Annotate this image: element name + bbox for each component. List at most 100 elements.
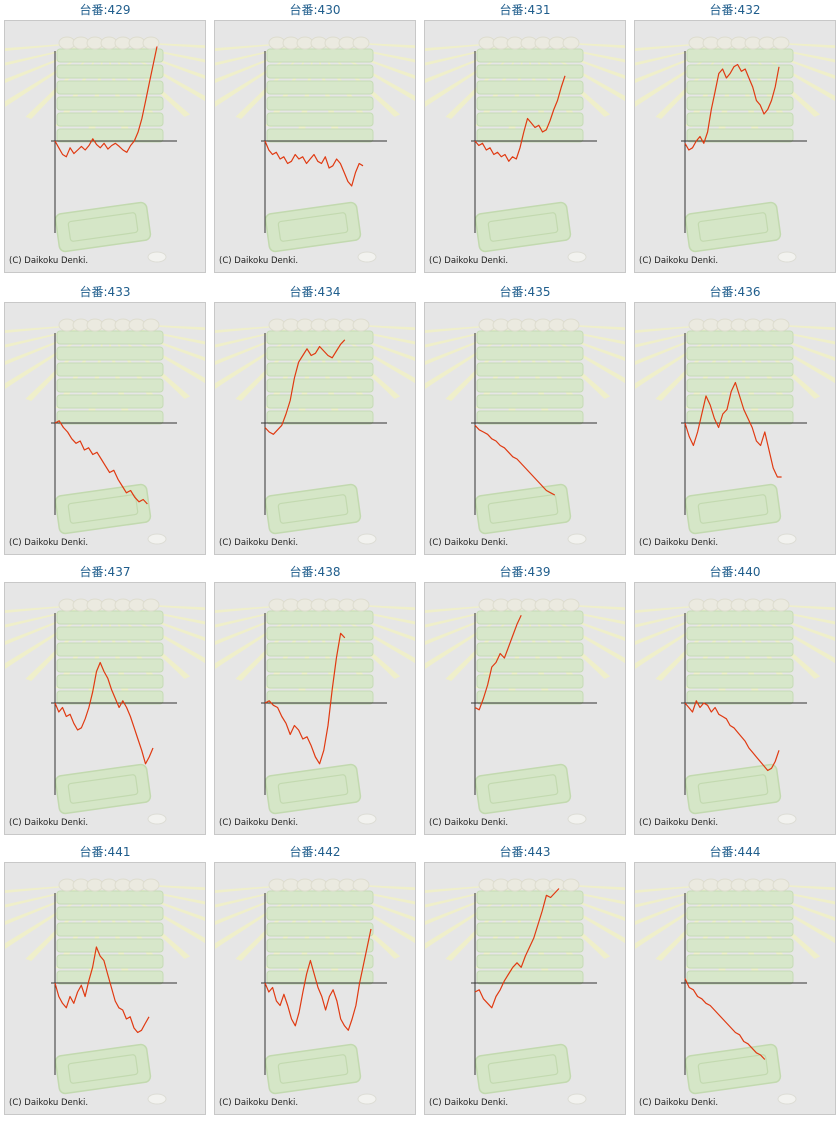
background-illustration (215, 318, 415, 545)
chart-title: 台番:438 (289, 565, 341, 579)
medal-tray (54, 201, 152, 253)
chart-svg (215, 36, 415, 263)
chart-svg (5, 878, 205, 1105)
coin (142, 598, 160, 612)
coin (357, 1093, 377, 1105)
medal-box (266, 626, 374, 641)
chart-title: 台番:433 (79, 285, 131, 299)
copyright-credit: (C) Daikoku Denki. (219, 1098, 299, 1108)
medal-box (476, 48, 584, 63)
medal-tray-inner (277, 774, 349, 804)
series-line (54, 946, 150, 1034)
medal-box (56, 394, 164, 409)
chart-svg (5, 318, 205, 545)
medal-box (56, 96, 164, 111)
medal-tray-inner (277, 212, 349, 242)
medal-box (476, 970, 584, 985)
chart-cell: 台番:435 (C) Daikoku Denki. (420, 282, 630, 562)
medal-box (476, 922, 584, 937)
copyright-credit: (C) Daikoku Denki. (639, 818, 719, 828)
medal-box (56, 610, 164, 625)
chart-title: 台番:441 (79, 845, 131, 859)
medal-box (476, 128, 584, 143)
medal-tray-inner (277, 494, 349, 524)
medal-box (476, 906, 584, 921)
medal-box (56, 346, 164, 361)
medal-tray-inner (67, 1054, 139, 1084)
chart-cell: 台番:436 (C) Daikoku Denki. (630, 282, 839, 562)
coin (772, 36, 790, 50)
medal-tray-inner (67, 774, 139, 804)
chart-svg (215, 318, 415, 545)
copyright-credit: (C) Daikoku Denki. (639, 1098, 719, 1108)
medal-box (686, 394, 794, 409)
medal-box (266, 362, 374, 377)
coin (567, 813, 587, 825)
medal-box (266, 96, 374, 111)
chart-title: 台番:434 (289, 285, 341, 299)
chart-cell: 台番:434 (C) Daikoku Denki. (210, 282, 420, 562)
medal-box (56, 128, 164, 143)
medal-box (686, 112, 794, 127)
background-illustration (215, 36, 415, 263)
copyright-credit: (C) Daikoku Denki. (9, 538, 89, 548)
chart-svg (635, 36, 835, 263)
medal-box (686, 362, 794, 377)
series-line (54, 46, 158, 158)
medal-tray-inner (67, 494, 139, 524)
chart-title: 台番:429 (79, 3, 131, 17)
medal-box (476, 362, 584, 377)
background-illustration (215, 878, 415, 1105)
medal-box (476, 330, 584, 345)
medal-box (266, 954, 374, 969)
coin (562, 598, 580, 612)
chart-panel: (C) Daikoku Denki. (424, 20, 626, 273)
medal-box (56, 330, 164, 345)
coin (352, 36, 370, 50)
medal-box (266, 658, 374, 673)
coin (777, 813, 797, 825)
background-illustration (635, 598, 835, 825)
chart-panel: (C) Daikoku Denki. (424, 582, 626, 835)
medal-box (56, 362, 164, 377)
medal-tray (684, 483, 782, 535)
chart-panel: (C) Daikoku Denki. (424, 302, 626, 555)
chart-svg (635, 598, 835, 825)
coin (777, 533, 797, 545)
background-illustration (635, 878, 835, 1105)
coin (147, 251, 167, 263)
chart-cell: 台番:431 (C) Daikoku Denki. (420, 0, 630, 280)
medal-box (56, 658, 164, 673)
medal-box (686, 128, 794, 143)
medal-box (686, 938, 794, 953)
medal-box (476, 64, 584, 79)
medal-box (476, 80, 584, 95)
medal-box (56, 642, 164, 657)
chart-cell: 台番:441 (C) Daikoku Denki. (0, 842, 210, 1122)
medal-box (56, 410, 164, 425)
series-line (474, 888, 560, 1009)
chart-cell: 台番:444 (C) Daikoku Denki. (630, 842, 839, 1122)
chart-svg (425, 318, 625, 545)
chart-panel: (C) Daikoku Denki. (634, 582, 836, 835)
medal-box (56, 64, 164, 79)
coin (777, 1093, 797, 1105)
medal-box (686, 410, 794, 425)
series-line (684, 700, 780, 772)
chart-title: 台番:440 (709, 565, 761, 579)
chart-panel: (C) Daikoku Denki. (634, 862, 836, 1115)
medal-box (56, 922, 164, 937)
series-line (474, 424, 556, 496)
coin (357, 533, 377, 545)
coin (562, 878, 580, 892)
chart-panel: (C) Daikoku Denki. (214, 302, 416, 555)
background-illustration (635, 318, 835, 545)
copyright-credit: (C) Daikoku Denki. (429, 1098, 509, 1108)
medal-tray-inner (697, 774, 769, 804)
copyright-credit: (C) Daikoku Denki. (219, 818, 299, 828)
chart-cell: 台番:437 (C) Daikoku Denki. (0, 562, 210, 842)
medal-tray (684, 201, 782, 253)
medal-box (686, 658, 794, 673)
series-line (54, 420, 148, 505)
